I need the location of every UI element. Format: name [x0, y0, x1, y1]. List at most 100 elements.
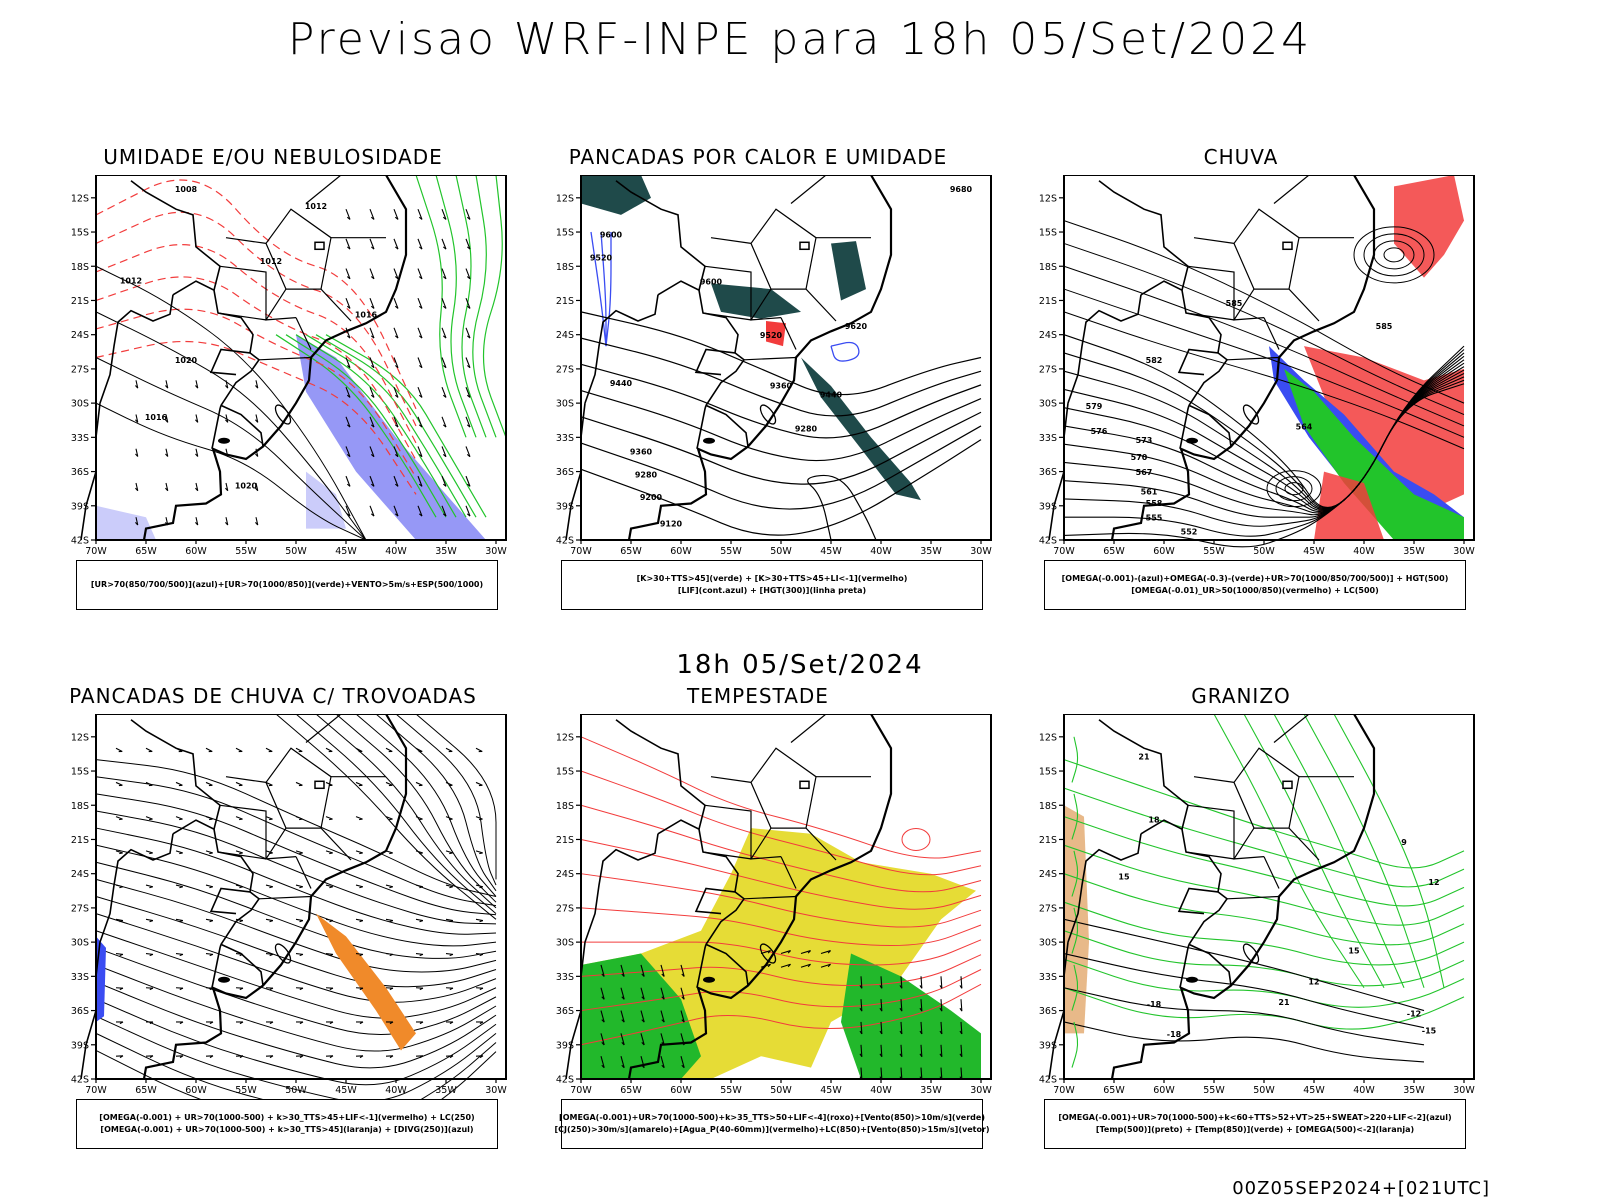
humidity-green-contour — [435, 175, 477, 438]
stream-arrow — [145, 918, 153, 922]
contour-label: 9280 — [635, 470, 658, 479]
stream-arrow — [355, 850, 363, 854]
lon-label: 60W — [185, 546, 207, 557]
country-border — [1188, 352, 1229, 406]
wind-vector — [660, 1056, 665, 1068]
wind-vector-head — [135, 419, 139, 423]
wind-vector-head — [394, 246, 399, 250]
stream-arrow — [235, 850, 243, 854]
stream-arrow-head — [389, 987, 394, 991]
lat-label: 30S — [1039, 938, 1057, 949]
temp850-contour — [1071, 964, 1079, 1011]
country-border — [220, 891, 261, 945]
stream-arrow-head — [419, 987, 424, 991]
stream-arrow-head — [479, 987, 484, 991]
wind-vector — [880, 976, 883, 989]
stream-arrow — [295, 884, 303, 888]
lon-label: 30W — [970, 546, 992, 557]
stream-arrow-head — [299, 953, 304, 957]
streamline-vortex — [1275, 476, 1313, 502]
stream-arrow-head — [149, 920, 154, 923]
federal-district — [1282, 780, 1293, 790]
wind-vector-head — [418, 394, 423, 398]
stream-arrow-head — [149, 953, 154, 957]
stream-arrow — [205, 816, 213, 820]
wind-vector — [900, 999, 903, 1012]
stream-arrow — [355, 781, 363, 786]
temp850-contour — [1063, 901, 1465, 966]
stream-arrow-head — [419, 852, 423, 855]
wind-vector — [195, 414, 199, 423]
streamline — [95, 793, 497, 916]
wind-vector-head — [418, 513, 423, 517]
wind-vector — [940, 976, 943, 989]
stream-arrow-head — [269, 886, 273, 889]
wind-vector-head — [135, 453, 139, 457]
temp850-contour — [1071, 736, 1079, 783]
wind-vector — [880, 1021, 883, 1034]
state-border — [225, 776, 267, 783]
country-border — [694, 348, 736, 376]
wind-vector — [165, 380, 169, 389]
stream-arrow — [175, 918, 183, 922]
stream-arrow-head — [479, 852, 483, 855]
stream-arrow — [205, 781, 213, 786]
wind-vector — [417, 475, 423, 487]
wind-vector — [820, 950, 831, 955]
lon-label: 35W — [435, 546, 457, 557]
stream-arrow — [475, 747, 483, 752]
wind-vector-head — [959, 1053, 963, 1058]
wind-vector — [225, 482, 229, 491]
lon-label: 40W — [1353, 546, 1375, 557]
legend-line-1: [OMEGA(-0.001)-(azul)+OMEGA(-0.3)-(verde… — [1061, 574, 1449, 583]
wind-vector-head — [879, 1053, 883, 1058]
lat-label: 24S — [71, 330, 89, 341]
state-border — [258, 895, 312, 900]
wind-vector — [135, 448, 139, 457]
wind-vector-head — [346, 424, 351, 428]
wind-vector — [255, 380, 259, 389]
stream-arrow — [175, 816, 183, 820]
streamline — [1063, 265, 1465, 427]
stream-arrow — [175, 884, 183, 888]
lat-label: 39S — [1039, 1040, 1057, 1051]
lon-label: 70W — [570, 546, 592, 557]
wind-vector — [600, 1056, 605, 1068]
legend-line-2: [Temp(500)](preto) + [Temp(850)](verde) … — [1095, 1125, 1415, 1134]
wind-vector — [135, 380, 139, 389]
height-contour — [580, 411, 982, 485]
lat-label: 36S — [1039, 1006, 1057, 1017]
stream-arrow-head — [479, 886, 483, 889]
wind-vector — [660, 987, 665, 1000]
wind-vector — [165, 414, 169, 423]
contour-label: 9440 — [610, 379, 633, 388]
panel-legend: [OMEGA(-0.001)+UR>70(1000-500)+k<60+TTS>… — [1044, 1099, 1466, 1149]
wind-vector-head — [939, 1053, 943, 1058]
wind-vector-head — [621, 973, 625, 977]
stream-arrow-head — [389, 920, 394, 923]
contour-label: 582 — [1146, 356, 1163, 365]
contour-label: 15 — [1118, 872, 1130, 881]
stream-arrow-head — [389, 1055, 394, 1059]
lat-label: 18S — [1039, 262, 1057, 273]
lon-label: 70W — [85, 1085, 107, 1096]
wind-vector — [417, 416, 423, 428]
streamline — [1063, 288, 1465, 438]
wind-vector — [960, 976, 963, 989]
wind-vector-head — [899, 1007, 903, 1012]
lon-label: 70W — [85, 546, 107, 557]
wind-vector-head — [442, 454, 447, 458]
stream-arrow-head — [389, 852, 393, 855]
wind-vector-head — [370, 513, 375, 517]
state-border — [1273, 714, 1310, 743]
humidity-green-contour — [415, 175, 467, 438]
wind-vector — [345, 297, 351, 309]
state-border — [305, 175, 342, 204]
streamline-vortex — [1353, 226, 1435, 284]
stream-arrow-head — [299, 1021, 304, 1025]
wind-vector-head — [370, 394, 375, 398]
stream-arrow — [265, 816, 273, 820]
contour-label: 18 — [1148, 815, 1160, 824]
country-border — [1179, 944, 1190, 988]
country-border — [1188, 891, 1229, 945]
